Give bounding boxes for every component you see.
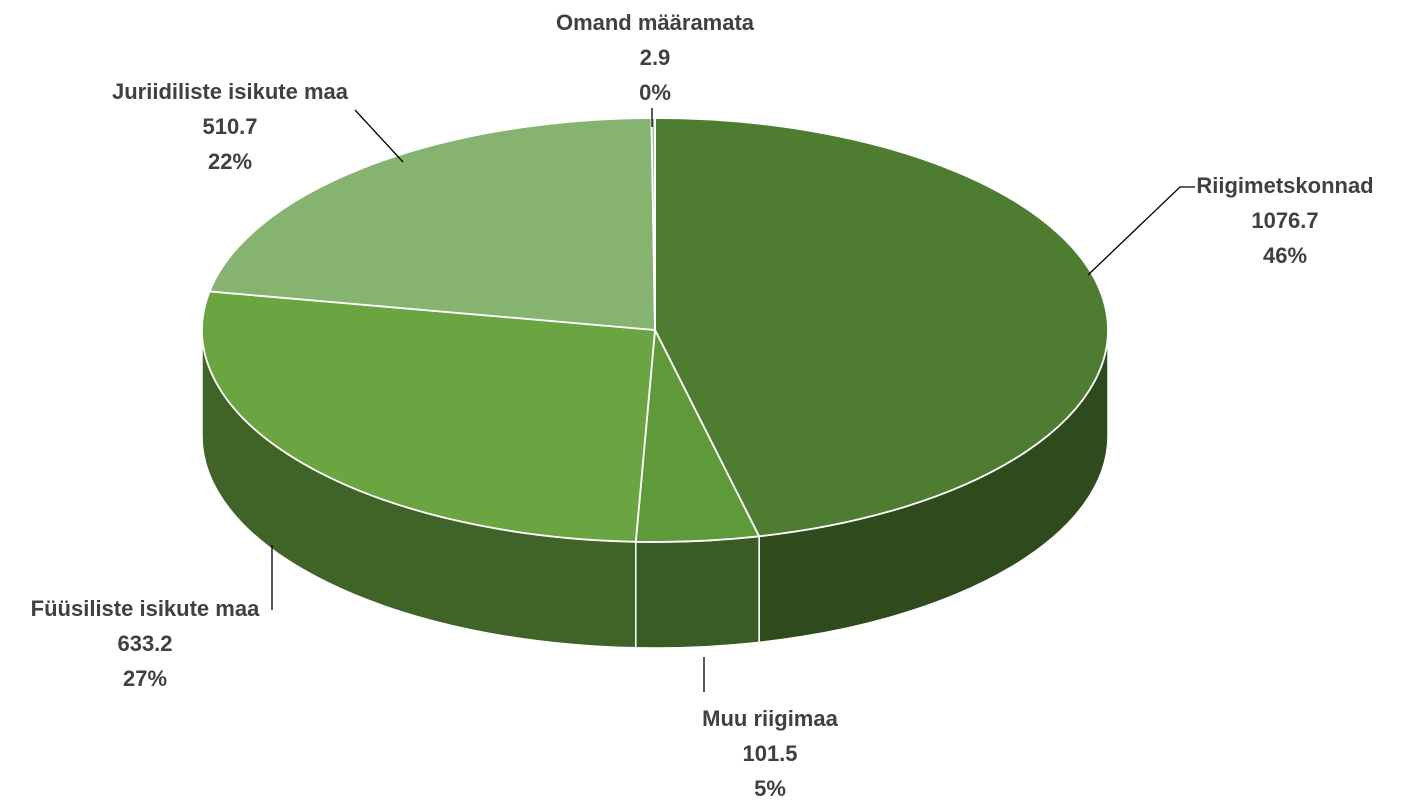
- data-label-percent: 22%: [208, 149, 252, 174]
- leader-line: [354, 109, 404, 163]
- data-label-percent: 0%: [639, 80, 671, 105]
- data-label-name: Füüsiliste isikute maa: [31, 596, 260, 621]
- data-label-name: Riigimetskonnad: [1196, 173, 1373, 198]
- slice: [201, 290, 656, 543]
- leader-line: [1087, 186, 1195, 276]
- data-label-value: 2.9: [640, 45, 671, 70]
- data-label-value: 1076.7: [1251, 208, 1318, 233]
- data-label-name: Muu riigimaa: [702, 706, 838, 731]
- data-label-value: 633.2: [117, 631, 172, 656]
- slice: [654, 117, 1109, 538]
- data-label-percent: 27%: [123, 666, 167, 691]
- data-label-value: 510.7: [202, 114, 257, 139]
- data-label-value: 101.5: [742, 741, 797, 766]
- slice-side: [635, 535, 760, 649]
- slice: [208, 117, 656, 331]
- data-label-percent: 46%: [1263, 243, 1307, 268]
- data-label-name: Juriidiliste isikute maa: [112, 79, 349, 104]
- data-label-name: Omand määramata: [556, 10, 755, 35]
- data-label-percent: 5%: [754, 776, 786, 801]
